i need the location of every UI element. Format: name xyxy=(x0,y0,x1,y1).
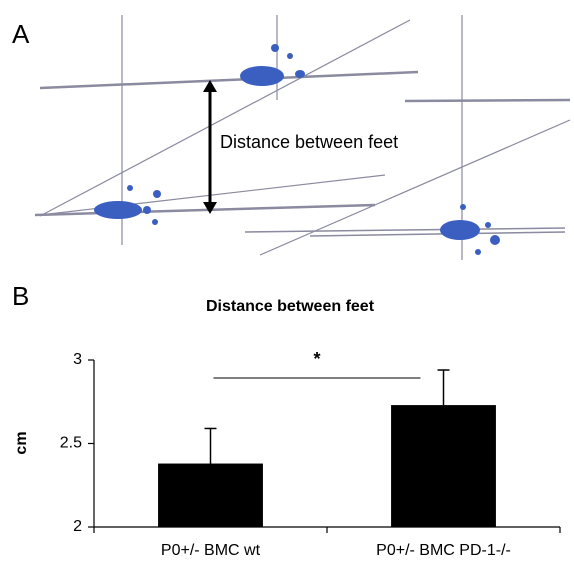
y-tick-label: 3 xyxy=(73,351,82,368)
bar xyxy=(391,405,496,527)
panel-label: A xyxy=(12,19,30,49)
bar xyxy=(158,464,263,527)
panel-label: B xyxy=(12,281,29,311)
y-tick-label: 2 xyxy=(73,518,82,535)
x-tick-label: P0+/- BMC PD-1-/- xyxy=(376,542,511,559)
y-axis-label: cm xyxy=(13,431,30,454)
x-tick-label: P0+/- BMC wt xyxy=(161,542,261,559)
distance-arrow xyxy=(203,80,217,214)
chart-title: Distance between feet xyxy=(206,298,375,315)
y-tick-label: 2.5 xyxy=(60,435,82,452)
significance-mark: * xyxy=(313,349,320,369)
figure: A Distan xyxy=(0,0,574,564)
image-annotation: Distance between feet xyxy=(220,132,398,152)
